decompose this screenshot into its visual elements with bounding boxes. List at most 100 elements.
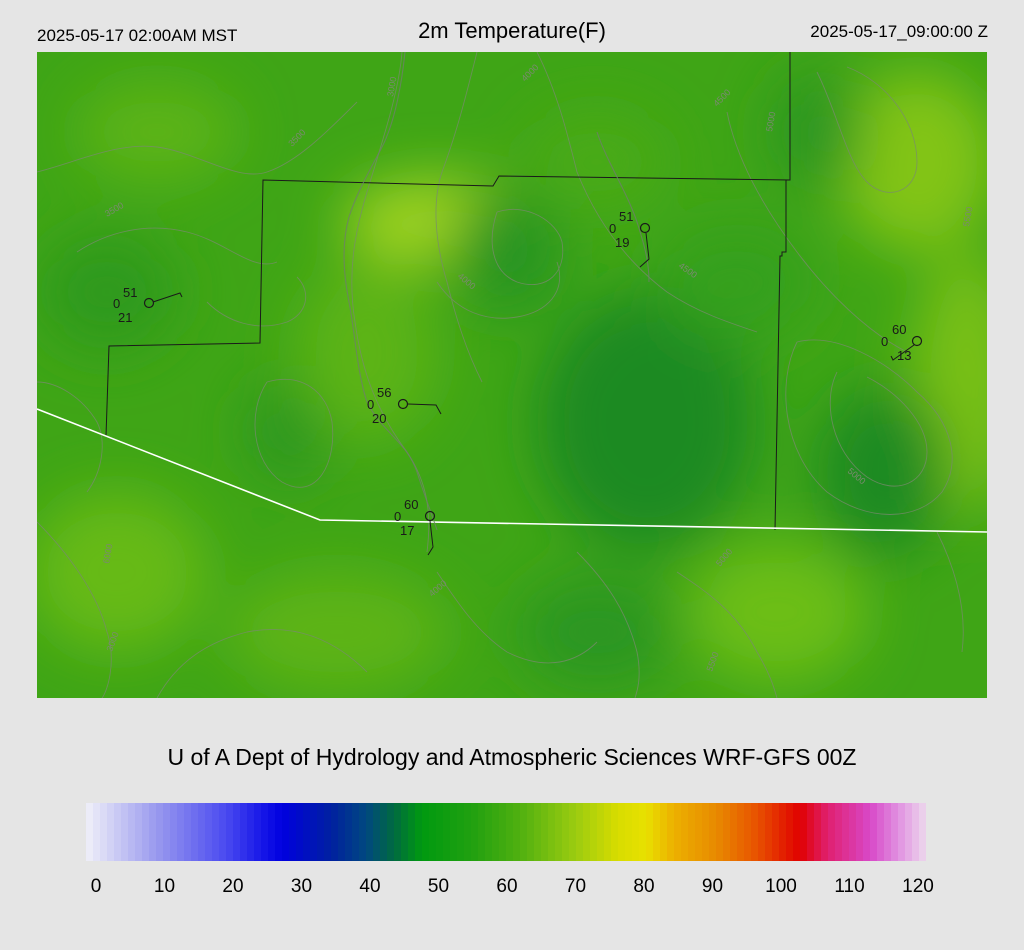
station-temp: 60: [404, 497, 418, 512]
colorbar-swatch: [156, 803, 164, 861]
colorbar-swatch: [828, 803, 836, 861]
colorbar-swatch: [114, 803, 122, 861]
station-temp: 60: [892, 322, 906, 337]
colorbar-swatch: [226, 803, 234, 861]
colorbar-swatch: [898, 803, 906, 861]
colorbar-swatch: [541, 803, 549, 861]
colorbar-swatch: [296, 803, 304, 861]
colorbar-swatch: [905, 803, 913, 861]
colorbar-tick-labels: 0 10 20 30 40 50 60 70 80 90 100 110 120: [0, 876, 1024, 902]
colorbar-swatch: [268, 803, 276, 861]
colorbar-swatch: [261, 803, 269, 861]
colorbar-swatch: [562, 803, 570, 861]
colorbar-swatch: [345, 803, 353, 861]
colorbar-swatch: [485, 803, 493, 861]
wind-barb: [152, 292, 183, 303]
station-cloud: 0: [113, 296, 120, 311]
colorbar-swatch: [100, 803, 108, 861]
station-dew: 20: [372, 411, 386, 426]
contour-label: 5000: [764, 111, 777, 132]
colorbar-swatch: [240, 803, 248, 861]
colorbar-swatch: [856, 803, 864, 861]
temperature-colorbar: [86, 803, 926, 861]
colorbar-swatch: [583, 803, 591, 861]
station-temp: 56: [377, 385, 391, 400]
colorbar-swatch: [191, 803, 199, 861]
temperature-map: 3000 3500 4000 4500 5000 5500 6000 3500 …: [37, 52, 987, 698]
station-cloud: 0: [881, 334, 888, 349]
colorbar-swatch: [779, 803, 787, 861]
station-plots: 51 0 21 51 0 19 56 0 20 60: [113, 209, 923, 556]
colorbar-swatch: [709, 803, 717, 861]
colorbar-tick-label: 60: [496, 876, 518, 897]
station-dew: 19: [615, 235, 629, 250]
station-st5: 60 0 13: [881, 322, 923, 363]
colorbar-swatch: [338, 803, 346, 861]
temperature-field-blobs: [37, 72, 987, 692]
colorbar-swatch: [765, 803, 773, 861]
station-temp: 51: [619, 209, 633, 224]
colorbar-swatch: [527, 803, 535, 861]
colorbar-swatch: [86, 803, 94, 861]
colorbar-swatch: [870, 803, 878, 861]
colorbar-swatch: [450, 803, 458, 861]
colorbar-swatch: [254, 803, 262, 861]
colorbar-tick-label: 0: [90, 876, 102, 897]
colorbar-swatch: [793, 803, 801, 861]
colorbar-swatch: [282, 803, 290, 861]
wind-barb: [427, 520, 434, 556]
station-cloud: 0: [609, 221, 616, 236]
colorbar-swatch: [835, 803, 843, 861]
colorbar-swatch: [492, 803, 500, 861]
colorbar-swatch: [618, 803, 626, 861]
colorbar-swatch: [310, 803, 318, 861]
wind-barb: [890, 344, 915, 361]
colorbar-swatch: [674, 803, 682, 861]
station-st4: 60 0 17: [394, 497, 436, 556]
colorbar-swatch: [233, 803, 241, 861]
colorbar-swatch: [695, 803, 703, 861]
colorbar-swatch: [394, 803, 402, 861]
elevation-contours: [37, 52, 964, 698]
colorbar-swatch: [387, 803, 395, 861]
colorbar-tick-label: 10: [153, 876, 176, 897]
colorbar-swatch: [373, 803, 381, 861]
colorbar-swatch: [807, 803, 815, 861]
colorbar-swatch: [499, 803, 507, 861]
colorbar-tick-label: 40: [359, 876, 381, 897]
colorbar-swatch: [730, 803, 738, 861]
local-time-label: 2025-05-17 02:00AM MST: [37, 26, 238, 45]
contour-label: 3000: [385, 76, 398, 97]
colorbar-swatch: [107, 803, 115, 861]
colorbar-swatch: [744, 803, 752, 861]
map-title: 2m Temperature(F): [418, 18, 606, 43]
contour-label: 5500: [961, 206, 974, 227]
colorbar-swatch: [814, 803, 822, 861]
colorbar-swatch: [142, 803, 150, 861]
colorbar-tick-label: 30: [290, 876, 313, 897]
colorbar-swatch: [681, 803, 689, 861]
colorbar-swatch: [212, 803, 220, 861]
colorbar-swatch: [457, 803, 465, 861]
colorbar-swatch: [576, 803, 584, 861]
station-st2: 51 0 19: [609, 209, 651, 268]
colorbar-swatch: [219, 803, 227, 861]
colorbar-swatch: [163, 803, 171, 861]
colorbar-swatch: [121, 803, 129, 861]
colorbar-swatch: [842, 803, 850, 861]
colorbar-swatch: [849, 803, 857, 861]
colorbar-swatch: [667, 803, 675, 861]
colorbar-swatch: [415, 803, 423, 861]
colorbar-swatch: [317, 803, 325, 861]
colorbar-swatch: [800, 803, 808, 861]
colorbar-swatch: [93, 803, 101, 861]
colorbar-swatch: [723, 803, 731, 861]
colorbar-swatch: [604, 803, 612, 861]
colorbar-swatch: [506, 803, 514, 861]
station-marker: [424, 510, 436, 522]
station-temp: 51: [123, 285, 137, 300]
colorbar-swatch: [625, 803, 633, 861]
wind-barb: [639, 232, 650, 268]
colorbar-swatch: [786, 803, 794, 861]
colorbar-tick-label: 80: [633, 876, 655, 897]
